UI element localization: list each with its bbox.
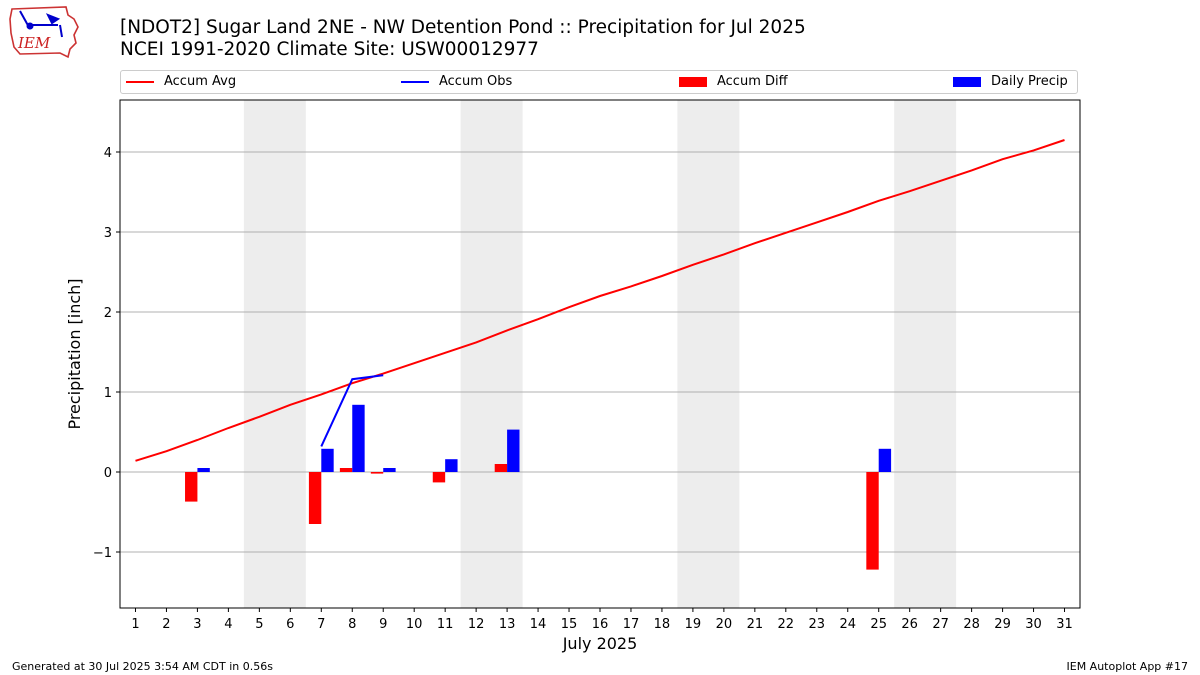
line-accum-obs — [320, 374, 384, 447]
legend-swatch — [953, 76, 981, 87]
legend-swatch — [401, 80, 429, 83]
x-tick-label: 7 — [317, 617, 325, 632]
x-tick-label: 25 — [870, 617, 887, 632]
x-tick-label: 17 — [623, 617, 640, 632]
bar-daily-precip — [321, 448, 334, 472]
line-accum-avg — [135, 139, 1065, 462]
x-tick-label: 15 — [561, 617, 578, 632]
weekend-shading — [243, 100, 306, 608]
x-tick-label: 21 — [747, 617, 764, 632]
legend-label: Daily Precip — [991, 74, 1068, 89]
bar-daily-precip — [352, 404, 365, 472]
iem-logo: IEM — [9, 6, 79, 59]
bar-accum-diff — [185, 472, 198, 502]
x-tick-label: 5 — [255, 617, 263, 632]
weekend-shading — [460, 100, 523, 608]
x-tick-label: 2 — [162, 617, 170, 632]
bar-accum-diff — [866, 472, 879, 570]
weekend-shading — [894, 100, 957, 608]
chart-title: [NDOT2] Sugar Land 2NE - NW Detention Po… — [120, 17, 806, 38]
x-tick-label: 28 — [963, 617, 980, 632]
bar-accum-diff — [308, 472, 322, 524]
legend-label: Accum Avg — [164, 74, 237, 89]
legend-label: Accum Diff — [717, 74, 788, 89]
x-tick-label: 10 — [406, 617, 423, 632]
x-tick-label: 8 — [348, 617, 356, 632]
legend-swatch — [679, 76, 707, 87]
bar-accum-diff — [370, 472, 384, 474]
bar-daily-precip — [878, 448, 892, 472]
x-tick-label: 3 — [193, 617, 201, 632]
legend: Accum Avg Accum Obs Accum Diff Daily Pre… — [120, 70, 1078, 94]
y-tick-label: −1 — [93, 546, 112, 561]
y-tick-label: 4 — [104, 146, 112, 161]
y-axis-label: Precipitation [inch] — [65, 278, 84, 429]
x-tick-label: 30 — [1025, 617, 1042, 632]
x-tick-label: 31 — [1056, 617, 1073, 632]
bar-daily-precip — [383, 468, 396, 472]
bar-daily-precip — [197, 468, 210, 472]
legend-swatch — [126, 80, 154, 83]
x-tick-label: 20 — [716, 617, 733, 632]
x-tick-label: 26 — [901, 617, 918, 632]
y-tick-label: 1 — [104, 386, 112, 401]
x-tick-label: 23 — [809, 617, 826, 632]
bar-accum-diff — [339, 468, 353, 472]
x-axis-label: July 2025 — [562, 634, 638, 653]
bar-accum-diff — [494, 464, 508, 472]
chart-subtitle: NCEI 1991-2020 Climate Site: USW00012977 — [120, 39, 539, 60]
x-tick-label: 12 — [468, 617, 485, 632]
legend-label: Accum Obs — [439, 74, 513, 89]
x-tick-label: 6 — [286, 617, 294, 632]
bar-accum-diff — [432, 472, 446, 483]
x-tick-label: 14 — [530, 617, 547, 632]
bar-daily-precip — [507, 429, 520, 472]
x-tick-label: 16 — [592, 617, 609, 632]
legend-item-accum-avg: Accum Avg — [126, 74, 236, 89]
footer-app-id: IEM Autoplot App #17 — [1066, 660, 1189, 673]
x-tick-label: 22 — [778, 617, 795, 632]
y-tick-label: 2 — [104, 306, 112, 321]
legend-item-daily-precip: Daily Precip — [953, 74, 1068, 89]
plot-frame — [119, 99, 1081, 609]
weather-station-icon — [19, 10, 63, 38]
x-tick-label: 13 — [499, 617, 516, 632]
weekend-shading — [677, 100, 740, 608]
x-tick-label: 18 — [654, 617, 671, 632]
x-tick-label: 11 — [437, 617, 454, 632]
legend-item-accum-obs: Accum Obs — [401, 74, 512, 89]
x-tick-label: 24 — [839, 617, 856, 632]
logo-text: IEM — [17, 34, 51, 52]
x-tick-label: 19 — [685, 617, 702, 632]
bar-daily-precip — [445, 459, 458, 472]
footer-generated: Generated at 30 Jul 2025 3:54 AM CDT in … — [12, 660, 273, 673]
x-tick-label: 29 — [994, 617, 1011, 632]
y-tick-label: 0 — [104, 466, 112, 481]
x-tick-label: 27 — [932, 617, 949, 632]
x-tick-label: 9 — [379, 617, 387, 632]
x-tick-label: 1 — [131, 617, 139, 632]
legend-item-accum-diff: Accum Diff — [679, 74, 788, 89]
x-tick-label: 4 — [224, 617, 232, 632]
y-tick-label: 3 — [104, 226, 112, 241]
